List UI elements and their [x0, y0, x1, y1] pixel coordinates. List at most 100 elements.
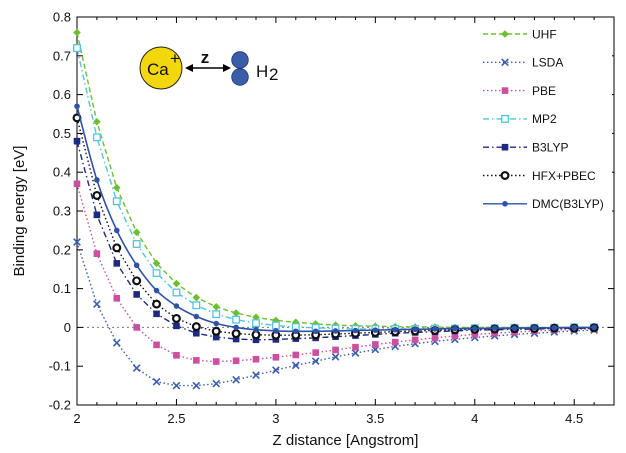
distance-label: z [201, 48, 210, 67]
ion-label: Ca [147, 60, 169, 79]
data-point-mp2 [192, 301, 201, 310]
data-point-pbe [173, 352, 180, 359]
data-point-mp2 [232, 315, 241, 324]
data-point-lsda [73, 238, 81, 246]
data-point-pbe [471, 331, 479, 338]
data-point-lsda [212, 379, 221, 388]
data-point-b3lyp [93, 211, 101, 219]
data-point-dmc-b3lyp [153, 287, 160, 294]
legend-swatch-marker [501, 114, 509, 123]
data-point-dmc-b3lyp [292, 328, 299, 335]
data-point-lsda [132, 364, 141, 373]
legend-entry-pbe: PBE [483, 84, 556, 98]
x-axis-label: Z distance [Angstrom] [273, 432, 419, 449]
molecule-subscript: 2 [269, 65, 278, 84]
legend-entry-lsda: LSDA [483, 56, 563, 70]
data-point-pbe [232, 357, 240, 365]
x-tick-label: 2.5 [167, 411, 185, 426]
x-tick-label: 4.5 [565, 411, 583, 426]
data-point-dmc-b3lyp [591, 324, 597, 331]
data-point-lsda [252, 371, 260, 379]
data-point-dmc-b3lyp [392, 326, 399, 333]
legend-label: PBE [532, 84, 556, 98]
data-point-pbe [431, 334, 439, 342]
calcium-ion-icon [139, 46, 183, 90]
y-tick-label: 0.6 [53, 87, 71, 102]
data-point-hfx-pbec [112, 243, 122, 253]
hydrogen-atom-top-icon [231, 51, 249, 69]
y-tick-label: 0.3 [53, 204, 71, 219]
legend-entry-uhf: UHF [483, 27, 557, 41]
data-point-pbe [391, 338, 399, 346]
data-point-uhf [172, 279, 181, 288]
data-point-pbe [212, 358, 220, 365]
data-point-uhf [291, 318, 300, 327]
data-point-uhf [112, 183, 121, 192]
data-point-b3lyp [232, 335, 240, 343]
y-tick-label: 0.1 [53, 281, 71, 296]
data-point-lsda [272, 366, 280, 374]
data-point-b3lyp [193, 329, 200, 337]
data-point-pbe [93, 250, 101, 257]
legend-entry-mp2: MP2 [483, 112, 557, 126]
legend-swatch-marker [500, 171, 510, 181]
y-axis-label: Binding energy [eV] [11, 146, 28, 277]
distance-arrow-left-head [185, 64, 193, 72]
data-point-uhf [93, 117, 101, 126]
data-point-pbe [352, 343, 359, 351]
legend-entry-dmc-b3lyp: DMC(B3LYP) [483, 197, 604, 211]
data-point-pbe [73, 180, 81, 188]
data-point-mp2 [271, 321, 280, 330]
data-point-dmc-b3lyp [133, 262, 140, 269]
series-dmc-b3lyp [74, 103, 597, 335]
data-point-dmc-b3lyp [193, 313, 200, 320]
y-tick-label: -0.2 [49, 398, 71, 413]
data-point-uhf [192, 293, 201, 302]
legend-swatch-marker [501, 87, 509, 94]
data-point-pbe [332, 346, 339, 354]
data-point-hfx-pbec [92, 190, 102, 200]
data-point-uhf [73, 28, 81, 37]
data-point-lsda [232, 375, 240, 384]
data-point-b3lyp [173, 322, 180, 330]
data-point-dmc-b3lyp [173, 303, 180, 309]
data-point-uhf [212, 303, 221, 311]
data-point-mp2 [92, 133, 101, 142]
legend-label: MP2 [532, 112, 557, 126]
series-layer [72, 28, 599, 390]
data-point-mp2 [73, 44, 81, 52]
molecule-label: H [256, 62, 268, 81]
x-tick-label: 4 [471, 411, 478, 426]
data-point-lsda [351, 349, 360, 357]
data-point-dmc-b3lyp [531, 324, 538, 331]
y-tick-label: 0.2 [53, 242, 71, 257]
ion-charge: + [170, 49, 180, 68]
data-point-b3lyp [212, 333, 220, 341]
data-point-mp2 [132, 240, 141, 248]
data-point-pbe [252, 355, 260, 363]
series-line-b3lyp [76, 140, 595, 341]
data-point-dmc-b3lyp [372, 327, 379, 333]
data-point-uhf [132, 228, 141, 237]
data-point-dmc-b3lyp [352, 327, 359, 334]
data-point-lsda [331, 353, 340, 361]
data-point-dmc-b3lyp [213, 320, 220, 327]
data-point-dmc-b3lyp [273, 328, 279, 334]
data-point-lsda [112, 339, 121, 347]
legend-label: LSDA [532, 56, 563, 70]
molecule-inset: Ca+ z H 2 [139, 46, 278, 90]
data-point-b3lyp [252, 336, 260, 344]
data-point-uhf [152, 259, 161, 268]
data-point-pbe [193, 357, 200, 364]
data-point-dmc-b3lyp [113, 227, 120, 234]
x-tick-label: 3.5 [366, 411, 384, 426]
data-point-dmc-b3lyp [452, 325, 458, 332]
data-point-hfx-pbec [231, 329, 241, 339]
data-point-pbe [451, 332, 459, 340]
data-point-pbe [372, 341, 379, 348]
y-tick-label: 0.7 [53, 48, 71, 63]
data-point-hfx-pbec [191, 322, 201, 332]
legend-swatch-marker [501, 143, 509, 151]
